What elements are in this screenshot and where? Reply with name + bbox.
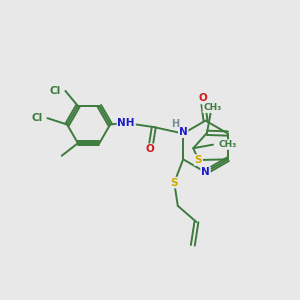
Text: NH: NH (118, 118, 135, 128)
Text: CH₃: CH₃ (218, 140, 237, 149)
Text: H: H (171, 118, 179, 128)
Text: N: N (179, 127, 188, 137)
Text: Cl: Cl (32, 113, 43, 123)
Text: S: S (170, 178, 178, 188)
Text: Cl: Cl (50, 86, 61, 96)
Text: N: N (201, 167, 210, 177)
Text: O: O (198, 93, 207, 103)
Text: S: S (195, 155, 202, 165)
Text: O: O (146, 144, 154, 154)
Text: CH₃: CH₃ (203, 103, 221, 112)
